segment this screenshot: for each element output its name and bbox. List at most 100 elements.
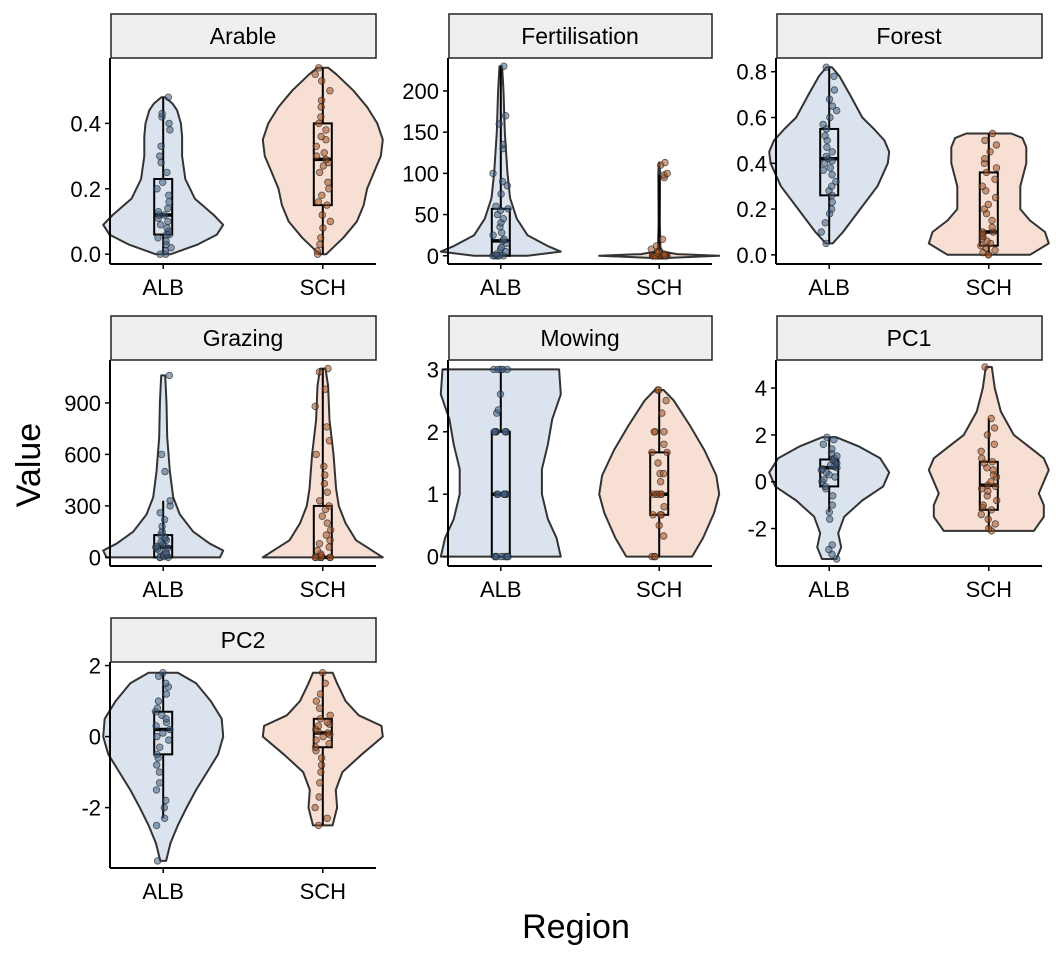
point-forest-sch-25 bbox=[982, 155, 989, 162]
point-mowing-sch-8 bbox=[661, 503, 668, 510]
point-pc1-sch-14 bbox=[988, 478, 995, 485]
point-pc2-sch-19 bbox=[324, 719, 331, 726]
x-tick-label-arable-sch: SCH bbox=[300, 275, 346, 300]
point-forest-sch-28 bbox=[982, 137, 989, 144]
point-grazing-sch-29 bbox=[316, 369, 323, 376]
point-arable-sch-27 bbox=[318, 78, 325, 85]
point-arable-sch-17 bbox=[321, 150, 328, 157]
x-tick-label-forest-alb: ALB bbox=[808, 275, 850, 300]
point-pc2-alb-11 bbox=[156, 744, 163, 751]
point-fertilisation-alb-28 bbox=[496, 121, 503, 128]
strip-label-fertilisation: Fertilisation bbox=[521, 23, 639, 49]
point-pc1-sch-25 bbox=[991, 425, 998, 432]
point-pc1-sch-1 bbox=[985, 525, 992, 532]
point-fertilisation-sch-29 bbox=[662, 159, 669, 166]
point-arable-sch-15 bbox=[323, 156, 330, 163]
point-fertilisation-alb-29 bbox=[502, 112, 509, 119]
point-forest-sch-3 bbox=[992, 247, 999, 254]
x-tick-label-grazing-sch: SCH bbox=[300, 577, 346, 602]
point-grazing-sch-14 bbox=[327, 527, 334, 534]
point-pc2-alb-0 bbox=[154, 858, 161, 865]
point-mowing-alb-21 bbox=[491, 429, 498, 436]
point-pc1-sch-2 bbox=[992, 521, 999, 528]
point-mowing-sch-2 bbox=[652, 553, 659, 560]
point-forest-alb-0 bbox=[823, 240, 830, 247]
point-arable-sch-25 bbox=[318, 97, 325, 104]
point-pc2-alb-8 bbox=[153, 762, 160, 769]
y-tick-label-mowing-3: 3 bbox=[427, 357, 439, 382]
y-tick-label-mowing-1: 1 bbox=[427, 482, 439, 507]
point-pc2-alb-19 bbox=[159, 712, 166, 719]
point-forest-sch-5 bbox=[978, 242, 985, 249]
point-pc2-sch-14 bbox=[324, 730, 331, 737]
y-tick-label-pc2-1: 0 bbox=[89, 725, 101, 750]
y-tick-label-pc1-0: -2 bbox=[747, 517, 767, 542]
point-pc1-alb-28 bbox=[831, 436, 838, 443]
point-pc2-sch-5 bbox=[318, 769, 325, 776]
y-tick-label-grazing-0: 0 bbox=[89, 545, 101, 570]
point-forest-sch-11 bbox=[980, 229, 987, 236]
point-pc1-alb-29 bbox=[824, 434, 831, 441]
point-forest-sch-17 bbox=[985, 201, 992, 208]
point-arable-sch-11 bbox=[325, 179, 332, 186]
point-mowing-sch-20 bbox=[661, 441, 668, 448]
point-mowing-sch-25 bbox=[663, 397, 670, 404]
point-mowing-sch-21 bbox=[661, 429, 668, 436]
point-grazing-alb-22 bbox=[161, 516, 168, 523]
y-tick-label-pc1-3: 4 bbox=[755, 376, 767, 401]
point-grazing-sch-22 bbox=[322, 472, 329, 479]
point-fertilisation-alb-13 bbox=[490, 232, 497, 239]
point-pc1-sch-17 bbox=[990, 467, 997, 474]
panel-pc1: PC1ALB SCH-2024 bbox=[747, 316, 1048, 602]
point-arable-alb-6 bbox=[155, 235, 162, 242]
x-tick-label-grazing-alb: ALB bbox=[142, 577, 184, 602]
point-arable-alb-5 bbox=[163, 238, 170, 245]
point-pc2-alb-7 bbox=[156, 769, 163, 776]
point-arable-sch-23 bbox=[318, 114, 325, 121]
point-forest-alb-11 bbox=[820, 167, 827, 174]
point-pc1-alb-4 bbox=[826, 516, 833, 523]
point-forest-alb-1 bbox=[818, 229, 825, 236]
panel-arable: Arable ALB SCH 0.0 0.2 0.4 bbox=[70, 14, 382, 300]
point-forest-sch-14 bbox=[989, 217, 996, 224]
y-tick-label-forest-4: 0.8 bbox=[736, 60, 767, 85]
point-mowing-alb-6 bbox=[493, 553, 500, 560]
point-mowing-sch-7 bbox=[650, 512, 657, 519]
y-tick-label-pc2-2: 2 bbox=[89, 654, 101, 679]
point-pc2-sch-22 bbox=[316, 705, 323, 712]
point-grazing-sch-15 bbox=[324, 520, 331, 527]
y-tick-label-forest-1: 0.2 bbox=[736, 197, 767, 222]
point-pc2-alb-10 bbox=[154, 751, 161, 758]
point-pc2-alb-5 bbox=[153, 787, 160, 794]
point-pc2-sch-6 bbox=[318, 762, 325, 769]
point-arable-sch-1 bbox=[314, 248, 321, 255]
y-axis-title: Value bbox=[10, 423, 48, 507]
point-grazing-sch-20 bbox=[324, 489, 331, 496]
point-pc2-sch-20 bbox=[317, 716, 324, 723]
point-pc2-alb-6 bbox=[156, 780, 163, 787]
point-forest-alb-20 bbox=[822, 133, 829, 140]
point-arable-alb-26 bbox=[167, 127, 174, 134]
point-pc1-sch-27 bbox=[982, 364, 989, 371]
point-fertilisation-alb-24 bbox=[499, 178, 506, 185]
point-mowing-sch-14 bbox=[657, 478, 664, 485]
point-grazing-sch-26 bbox=[323, 424, 330, 431]
point-forest-alb-27 bbox=[831, 87, 838, 94]
point-forest-sch-21 bbox=[992, 176, 999, 183]
point-forest-sch-20 bbox=[979, 183, 986, 190]
point-arable-sch-29 bbox=[316, 65, 323, 72]
x-tick-label-pc2-alb: ALB bbox=[142, 879, 184, 904]
point-grazing-sch-16 bbox=[319, 513, 326, 520]
point-mowing-sch-17 bbox=[655, 460, 662, 467]
x-tick-label-fertilisation-sch: SCH bbox=[636, 275, 682, 300]
point-forest-alb-2 bbox=[822, 220, 829, 227]
point-pc1-alb-11 bbox=[821, 476, 828, 483]
point-mowing-alb-14 bbox=[501, 491, 508, 498]
point-grazing-sch-18 bbox=[326, 503, 333, 510]
point-pc1-sch-22 bbox=[978, 448, 985, 455]
point-grazing-sch-19 bbox=[316, 498, 323, 505]
point-pc2-sch-9 bbox=[312, 744, 319, 751]
point-fertilisation-alb-12 bbox=[501, 236, 508, 243]
strip-label-mowing: Mowing bbox=[540, 325, 619, 351]
point-mowing-alb-18 bbox=[502, 429, 509, 436]
